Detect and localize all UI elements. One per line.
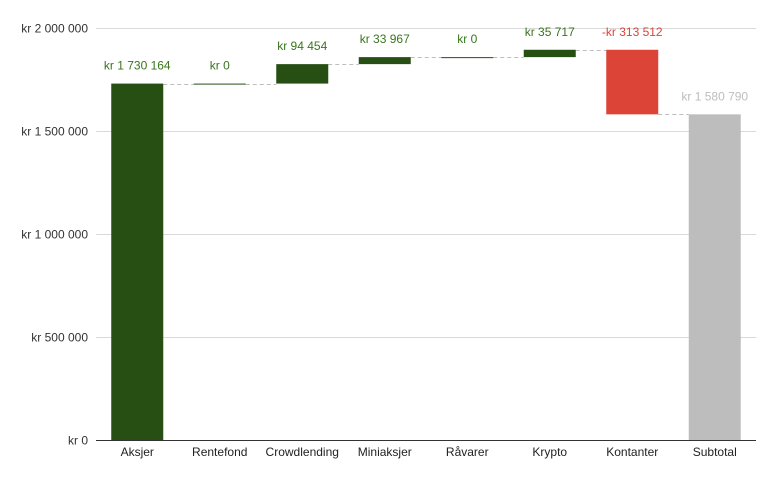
data-label: kr 35 717 xyxy=(525,25,575,39)
x-tick-label: Kontanter xyxy=(606,445,658,459)
y-tick-label: kr 0 xyxy=(68,434,88,448)
x-tick-label: Rentefond xyxy=(192,445,247,459)
data-label: kr 0 xyxy=(457,32,477,46)
bar-krypto xyxy=(524,50,576,57)
x-tick-label: Krypto xyxy=(532,445,567,459)
data-label: kr 1 580 790 xyxy=(681,89,748,103)
x-tick-label: Aksjer xyxy=(121,445,154,459)
data-label: kr 94 454 xyxy=(277,39,327,53)
bar-kontanter xyxy=(606,50,658,115)
bar-crowdlending xyxy=(276,64,328,83)
x-tick-label: Råvarer xyxy=(446,445,489,459)
bar-aksjer xyxy=(111,84,163,440)
data-label: kr 1 730 164 xyxy=(104,59,171,73)
bar-råvarer xyxy=(441,57,493,58)
bar-miniaksjer xyxy=(359,57,411,64)
y-tick-label: kr 500 000 xyxy=(31,331,88,345)
y-tick-label: kr 2 000 000 xyxy=(21,22,88,36)
x-tick-label: Miniaksjer xyxy=(358,445,412,459)
data-label: kr 33 967 xyxy=(360,32,410,46)
bar-subtotal xyxy=(689,114,741,440)
x-tick-label: Subtotal xyxy=(693,445,737,459)
y-tick-label: kr 1 500 000 xyxy=(21,125,88,139)
bar-rentefond xyxy=(194,84,246,85)
y-tick-label: kr 1 000 000 xyxy=(21,228,88,242)
data-label: -kr 313 512 xyxy=(602,25,663,39)
x-tick-label: Crowdlending xyxy=(266,445,339,459)
data-label: kr 0 xyxy=(210,59,230,73)
